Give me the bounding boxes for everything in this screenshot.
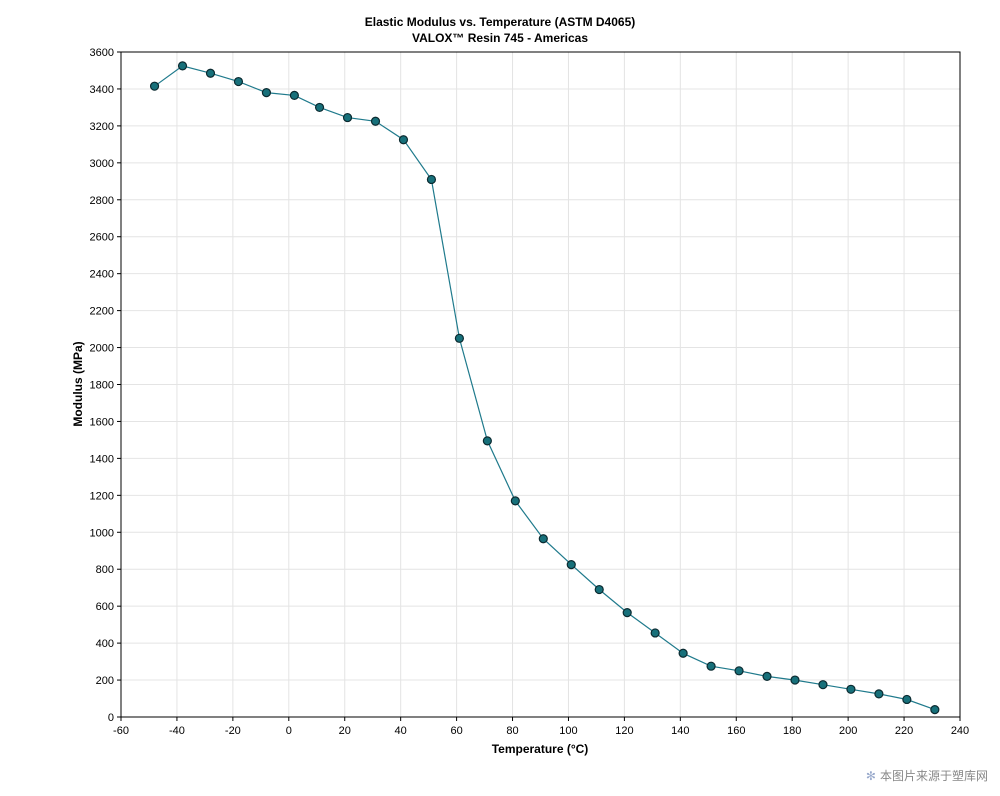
data-point — [370, 116, 381, 126]
data-point — [762, 671, 772, 681]
y-tick-label: 3400 — [90, 84, 114, 96]
watermark-text: 本图片来源于塑库网 — [879, 769, 988, 783]
y-tick-label: 200 — [96, 675, 114, 687]
data-point — [874, 689, 884, 699]
x-tick-label: 140 — [671, 725, 689, 737]
data-point — [622, 608, 632, 618]
y-tick-label: 2200 — [90, 306, 114, 318]
data-point — [426, 174, 437, 185]
data-point — [594, 584, 604, 595]
x-tick-label: 120 — [615, 725, 633, 737]
y-tick-label: 3200 — [90, 121, 114, 133]
y-tick-label: 0 — [108, 712, 114, 724]
y-tick-label: 2400 — [90, 269, 114, 281]
data-point — [261, 88, 272, 98]
data-point — [790, 675, 800, 685]
y-tick-label: 2000 — [90, 343, 114, 355]
data-point — [902, 694, 912, 705]
x-tick-label: 80 — [506, 725, 518, 737]
chart-subtitle: VALOX™ Resin 745 - Americas — [412, 31, 588, 45]
data-point — [314, 102, 325, 113]
watermark: ✻ 本图片来源于塑库网 — [866, 767, 988, 784]
x-axis-label: Temperature (°C) — [492, 742, 589, 756]
data-point — [342, 112, 353, 123]
data-point — [205, 68, 216, 78]
data-point — [846, 684, 856, 694]
data-point — [482, 436, 492, 446]
data-point — [454, 333, 464, 343]
data-point — [706, 661, 716, 671]
y-tick-label: 1400 — [90, 453, 114, 465]
series-modulus — [149, 61, 940, 715]
y-tick-label: 1800 — [90, 380, 114, 392]
chart-title: Elastic Modulus vs. Temperature (ASTM D4… — [365, 15, 636, 29]
x-tick-label: 180 — [783, 725, 801, 737]
x-tick-label: 220 — [895, 725, 913, 737]
data-point — [566, 560, 576, 570]
data-point — [398, 135, 409, 145]
y-axis-ticks: 0 200 400 600 800 1000 1200 1400 1600 1800 2000 220… — [90, 47, 121, 724]
y-tick-label: 1200 — [90, 490, 114, 502]
data-point — [734, 666, 744, 676]
x-tick-label: 60 — [450, 725, 462, 737]
x-axis-ticks: -60 -40 -20 0 20 40 60 80 100 120 140 160 180 200 220 2… — [113, 717, 969, 737]
y-tick-label: 1600 — [90, 416, 114, 428]
data-point — [678, 648, 688, 658]
x-tick-label: 160 — [727, 725, 745, 737]
x-tick-label: 200 — [839, 725, 857, 737]
x-tick-label: 100 — [559, 725, 577, 737]
y-tick-label: 600 — [96, 601, 114, 613]
data-point — [177, 61, 188, 71]
x-tick-label: 240 — [951, 725, 969, 737]
data-point — [149, 81, 160, 91]
y-tick-label: 3000 — [90, 158, 114, 170]
data-point — [510, 496, 520, 506]
x-tick-label: -40 — [169, 725, 185, 737]
x-tick-label: 0 — [286, 725, 292, 737]
x-tick-label: 40 — [395, 725, 407, 737]
x-tick-label: -20 — [225, 725, 241, 737]
y-tick-label: 800 — [96, 564, 114, 576]
y-axis-label: Modulus (MPa) — [71, 341, 85, 426]
y-tick-label: 2800 — [90, 195, 114, 207]
data-point — [818, 680, 828, 690]
data-point — [930, 705, 940, 715]
grid-lines — [121, 52, 960, 717]
y-tick-label: 2600 — [90, 232, 114, 244]
asterisk-icon: ✻ — [865, 769, 876, 783]
data-point — [233, 76, 244, 87]
y-tick-label: 400 — [96, 638, 114, 650]
x-tick-label: -60 — [113, 725, 129, 737]
x-tick-label: 20 — [339, 725, 351, 737]
data-point — [650, 628, 660, 638]
data-point — [538, 534, 548, 544]
data-point — [289, 90, 299, 101]
y-tick-label: 3600 — [90, 47, 114, 59]
y-tick-label: 1000 — [90, 527, 114, 539]
